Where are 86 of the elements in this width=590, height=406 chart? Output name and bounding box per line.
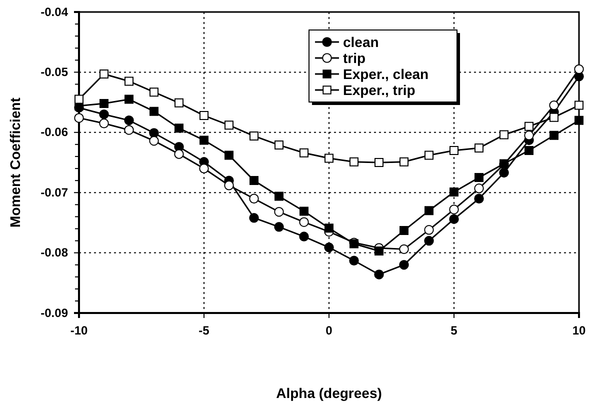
point (199, 164, 209, 174)
point (274, 192, 284, 201)
legend-label: Exper., clean (343, 66, 429, 82)
point (474, 173, 484, 182)
point (550, 112, 558, 122)
point (424, 225, 434, 235)
point (250, 176, 258, 186)
point (150, 88, 158, 97)
point (399, 244, 409, 254)
point (400, 226, 408, 236)
legend-label: trip (343, 50, 366, 66)
legend-label: clean (343, 34, 379, 50)
point (550, 130, 558, 140)
point (74, 94, 84, 104)
point (274, 222, 284, 232)
point (450, 188, 458, 196)
point (574, 100, 584, 110)
point (424, 236, 434, 246)
point (400, 157, 408, 166)
point (474, 144, 484, 153)
point (200, 136, 208, 145)
point (249, 194, 259, 204)
point (124, 76, 134, 86)
point (274, 207, 284, 217)
y-tick-label: -0.04 (40, 4, 68, 19)
point (324, 242, 334, 252)
point (174, 98, 184, 108)
point (350, 157, 358, 166)
point (449, 204, 459, 214)
point (224, 120, 234, 130)
point (224, 180, 234, 190)
point (374, 270, 384, 280)
point (250, 132, 258, 141)
point (149, 136, 159, 146)
point (474, 184, 484, 194)
point (124, 94, 134, 104)
point (100, 99, 108, 108)
x-tick-label: -10 (70, 324, 88, 338)
y-tick-label: -0.06 (40, 125, 68, 140)
point (524, 130, 534, 140)
point (349, 256, 359, 266)
y-tick-label: -0.05 (40, 65, 68, 80)
legend-label: Exper., trip (343, 82, 416, 98)
point (549, 100, 559, 110)
x-tick-label: -5 (198, 324, 210, 338)
point (474, 194, 484, 204)
x-axis-title: Alpha (degrees) (276, 385, 382, 401)
point (150, 106, 158, 116)
point (324, 224, 334, 233)
x-tick-label: 10 (572, 324, 586, 338)
point (200, 111, 208, 120)
y-axis-title: Moment Coefficient (7, 97, 23, 228)
point (424, 150, 434, 160)
y-tick-label: -0.08 (40, 246, 68, 260)
point (500, 130, 508, 140)
y-tick-label: -0.07 (40, 185, 68, 200)
point (99, 118, 109, 128)
point (574, 64, 584, 74)
point (74, 113, 84, 123)
point (299, 232, 309, 242)
point (574, 116, 584, 125)
point (374, 158, 384, 167)
point (100, 70, 108, 79)
point (524, 122, 534, 131)
point (174, 124, 184, 133)
point (99, 109, 109, 120)
point (399, 260, 409, 270)
x-tick-label: 5 (450, 324, 458, 338)
point (300, 206, 308, 216)
point (299, 217, 309, 227)
point (124, 116, 134, 126)
x-tick-label: 0 (326, 324, 333, 338)
y-tick-label: -0.09 (40, 306, 68, 320)
point (124, 125, 134, 135)
point (499, 168, 509, 178)
point (249, 213, 259, 223)
point (424, 206, 434, 216)
point (450, 146, 458, 155)
point (300, 148, 308, 158)
point (374, 246, 384, 256)
point (274, 140, 284, 150)
point (224, 150, 234, 160)
point (449, 214, 459, 224)
point (324, 154, 334, 163)
point (174, 149, 184, 159)
point (524, 146, 534, 155)
